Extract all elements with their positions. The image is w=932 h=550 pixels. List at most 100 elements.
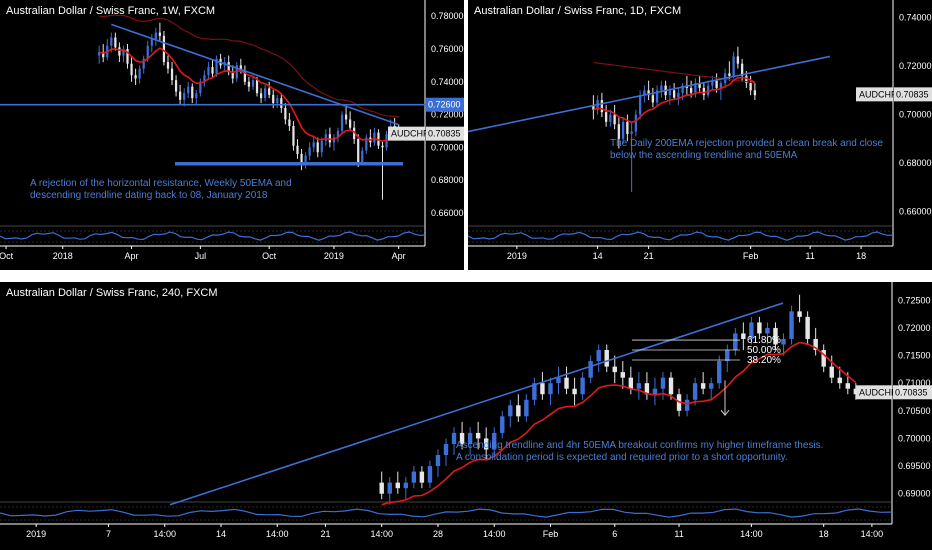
oscillator-line [0,508,893,518]
candle-body [732,56,735,76]
candle-body [312,142,315,148]
price-tick-label: 0.72000 [898,323,931,333]
candle-body [320,140,323,153]
candle-body [272,94,275,104]
candle-body [138,68,141,79]
candle-body [749,83,752,91]
price-tick-label: 0.72500 [898,295,931,305]
candle-body [736,56,740,64]
current-price-tag [893,385,932,400]
time-tick-label: 14:00 [861,529,884,539]
candle-body [684,399,690,411]
time-tick-label: 14:00 [153,529,176,539]
candle-body [316,142,319,153]
candle-body [451,432,457,444]
candle-body [102,52,105,58]
candle-body [609,114,612,122]
candle-body [459,432,465,444]
candle-body [122,48,125,56]
candle-body [179,91,182,100]
candle-body [174,80,178,92]
time-tick-label: 28 [433,529,443,539]
ascending-trendline [468,55,831,133]
candle-body [381,145,384,148]
candle-body [715,80,718,88]
time-tick-label: 14 [593,251,603,261]
candle-body [98,52,101,56]
candle-body [199,81,202,94]
candle-body [821,350,826,367]
symbol-tag-label: AUDCHF [391,129,429,139]
candle-body [621,121,625,139]
candle-body [170,68,174,81]
time-tick-label: 14 [216,529,226,539]
price-tick-label: 0.68000 [431,175,464,185]
candle-body [187,86,190,94]
candle-body [162,35,166,63]
candle-body [702,87,706,96]
price-tick-label: 0.70000 [899,110,932,120]
weekly-chart: 0.78000 0.76000 0.74000 0.72000 0.70000 0.680… [0,0,464,261]
candle-body [130,63,133,76]
time-tick-label: 18 [856,251,866,261]
candle-body [588,361,593,378]
daily-chart-title: Australian Dollar / Swiss Franc, 1D, FXC… [474,5,682,17]
candle-body [110,37,113,46]
candle-body [427,466,433,483]
time-tick-label: Feb [743,251,759,261]
current-price-label: 0.70835 [896,89,929,99]
daily-annotation-line-2: below the ascending trendline and 50EMA [610,150,798,161]
candle-body [689,87,693,93]
ascending-trendline [169,302,784,506]
candle-body [757,322,762,334]
panel-divider-horizontal [0,270,932,282]
price-tick-label: 0.72000 [899,61,932,71]
time-tick-label: 2019 [26,529,46,539]
candle-body [361,150,364,163]
candle-body [259,93,263,99]
time-tick-label: Oct [262,251,277,261]
candle-body [741,333,746,339]
candle-body [166,62,170,69]
candle-body [613,114,616,125]
time-tick-label: 14:00 [266,529,289,539]
candle-body [328,134,331,143]
price-tick-label: 0.78000 [431,11,464,21]
candle-body [692,383,698,400]
candle-body [634,114,638,132]
time-tick-label: 6 [612,529,617,539]
candle-body [158,32,161,36]
candle-body [628,377,634,389]
candle-body [387,482,392,494]
ema50-line [593,76,756,124]
candle-body [711,80,714,86]
candle-body [805,316,810,339]
candle-body [288,119,291,127]
candle-body [395,482,400,489]
candle-body [300,153,303,166]
candle-body [183,93,186,100]
candle-body [280,98,283,108]
price-tick-label: 0.74000 [899,13,932,23]
candle-body [753,90,757,96]
candle-body [829,366,834,378]
candle-body [643,90,646,96]
price-tick-label: 0.70000 [431,142,464,152]
time-tick-label: 2018 [53,251,73,261]
time-tick-label: Apr [125,251,139,261]
candle-body [357,139,360,163]
weekly-chart-title: Australian Dollar / Swiss Franc, 1W, FXC… [6,5,216,17]
candle-body [134,75,137,79]
h4-annotation-line-1: Ascending trendline and 4hr 50EMA breako… [456,440,824,451]
candle-body [243,70,246,82]
price-tick-label: 0.74000 [431,77,464,87]
daily-annotation: The Daily 200EMA rejection provided a cl… [610,138,883,162]
h4-chart-title: Australian Dollar / Swiss Franc, 240, FX… [6,287,218,299]
time-tick-label: Oct [0,251,14,261]
candle-body [660,377,666,389]
candle-body [617,124,621,139]
price-tick-label: 0.70000 [898,433,931,443]
candle-body [668,90,672,96]
resistance-price-label: 0.72600 [428,100,461,110]
time-tick-label: Apr [392,251,406,261]
